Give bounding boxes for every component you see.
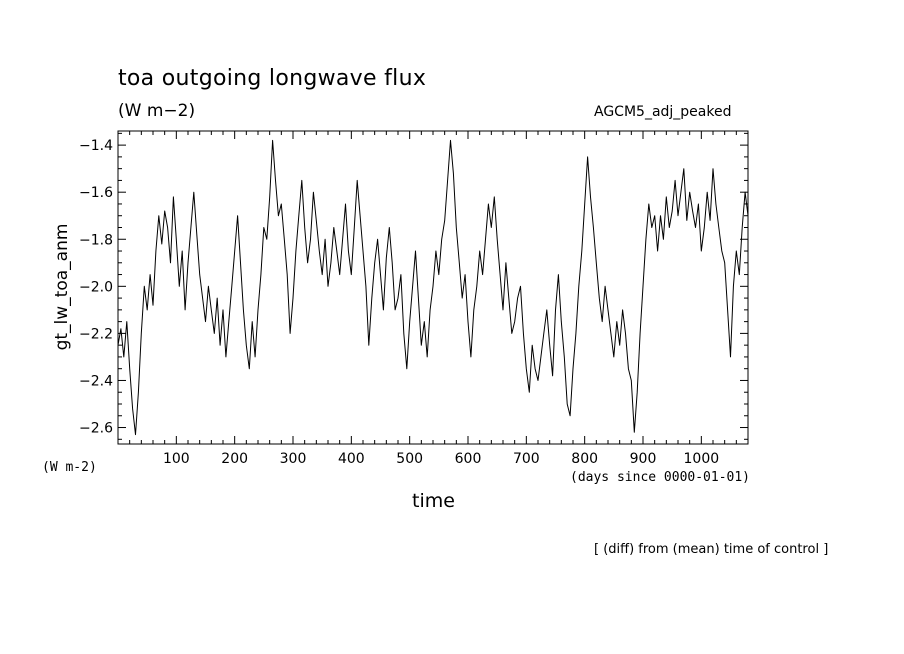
y-tick-label: −1.8 (79, 232, 113, 248)
x-axis-label: time (412, 490, 455, 512)
x-tick-label: 500 (396, 451, 423, 467)
tick-group: 100 200 300 400 500 600 700 800 900 1000 −2.6 −2.4 −… (79, 131, 748, 467)
x-tick-label: 200 (221, 451, 248, 467)
chart-units: (W m−2) (118, 101, 196, 121)
x-tick-label: 800 (571, 451, 598, 467)
x-units-label: (days since 0000-01-01) (570, 470, 751, 485)
y-tick-label: −1.6 (79, 185, 113, 201)
x-tick-label: 300 (280, 451, 307, 467)
y-tick-label: −2.0 (79, 279, 113, 295)
y-tick-label: −2.6 (79, 421, 113, 437)
x-tick-label: 700 (513, 451, 540, 467)
series-group (117, 139, 749, 436)
chart-title: toa outgoing longwave flux (118, 66, 427, 91)
x-tick-label: 600 (455, 451, 482, 467)
x-tick-label: 1000 (684, 451, 720, 467)
y-tick-label: −1.4 (79, 138, 113, 154)
footer-note: [ (diff) from (mean) time of control ] (594, 542, 829, 557)
x-tick-label: 900 (630, 451, 657, 467)
y-units-label: (W m-2) (42, 460, 97, 475)
x-tick-label: 100 (163, 451, 190, 467)
y-tick-label: −2.2 (79, 326, 113, 342)
y-tick-label: −2.4 (79, 373, 113, 389)
experiment-label: AGCM5_adj_peaked (594, 104, 732, 120)
x-tick-label: 400 (338, 451, 365, 467)
series-line (117, 139, 749, 436)
